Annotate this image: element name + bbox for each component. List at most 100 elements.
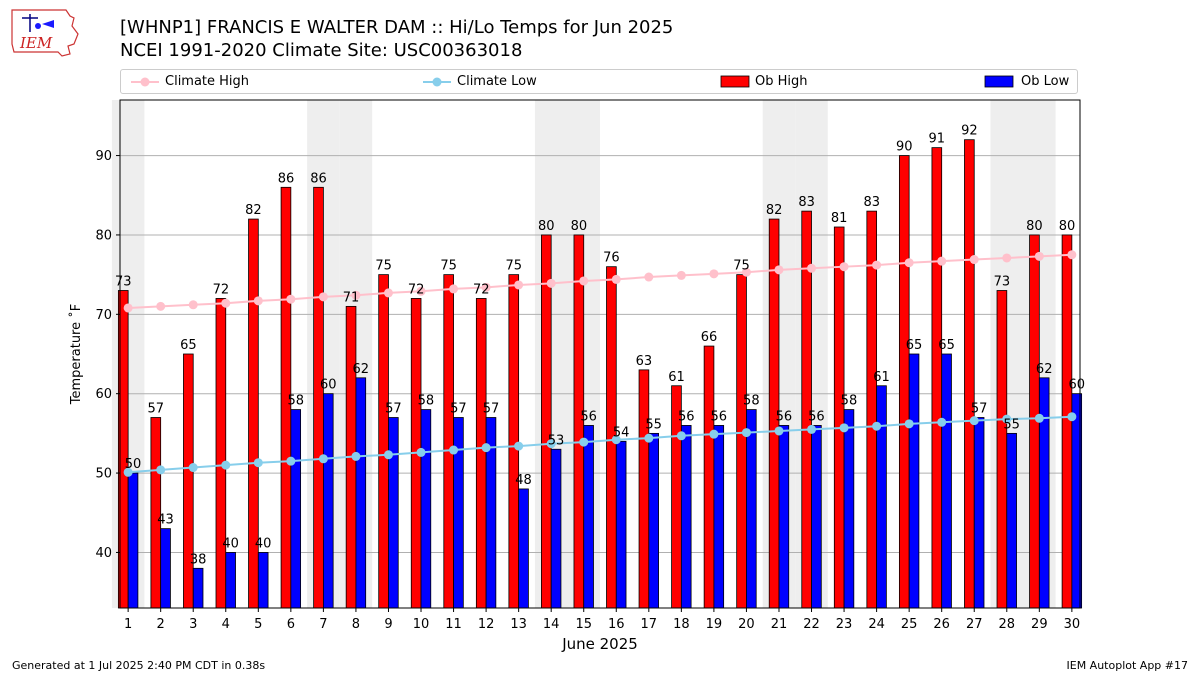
- climate-low-point-2: [156, 465, 166, 475]
- x-tick-label-20: 20: [738, 617, 755, 632]
- bar-ob-high-11: [443, 274, 454, 609]
- bar-ob-low-10: [420, 409, 432, 609]
- bar-ob-high-12: [475, 298, 487, 609]
- climate-low-point-12: [481, 443, 491, 453]
- label-ob-low-1: 50: [125, 457, 142, 472]
- x-tick-label-27: 27: [966, 617, 983, 632]
- bar-ob-low-9: [388, 417, 399, 609]
- label-ob-high-3: 65: [180, 338, 197, 353]
- bar-ob-low-3: [192, 567, 204, 609]
- label-ob-high-26: 91: [929, 132, 946, 147]
- bar-ob-high-24: [866, 210, 878, 609]
- climate-low-point-17: [644, 433, 654, 443]
- climate-low-point-9: [383, 450, 393, 460]
- climate-high-point-12: [481, 282, 491, 292]
- climate-low-point-8: [351, 451, 361, 461]
- bar-ob-high-29: [1029, 234, 1040, 609]
- climate-high-point-4: [221, 298, 231, 308]
- climate-low-line: [128, 415, 1072, 474]
- bar-ob-high-10: [410, 298, 422, 609]
- legend-label-ob-low: Ob Low: [1021, 74, 1070, 89]
- bar-ob-high-23: [833, 226, 845, 609]
- x-tick-label-5: 5: [254, 617, 262, 632]
- weekend-shade-21: [762, 100, 796, 608]
- y-tick-label-70: 70: [95, 308, 112, 323]
- label-ob-low-8: 62: [353, 362, 370, 377]
- x-tick-label-8: 8: [352, 617, 360, 632]
- label-ob-high-7: 86: [310, 171, 327, 186]
- climate-high-point-19: [709, 269, 719, 279]
- x-tick-label-3: 3: [189, 617, 197, 632]
- x-tick-label-21: 21: [771, 617, 788, 632]
- climate-high-point-28: [1002, 253, 1012, 263]
- label-ob-low-24: 61: [873, 370, 890, 385]
- bar-ob-low-14: [550, 448, 562, 609]
- weekend-shade-28: [990, 100, 1024, 608]
- bar-ob-high-1: [117, 290, 129, 609]
- label-ob-high-9: 75: [375, 259, 392, 274]
- x-tick-label-13: 13: [510, 617, 527, 632]
- legend-item-climate-high: Climate High: [129, 73, 299, 91]
- climate-high-point-8: [351, 290, 361, 300]
- weekend-shade-1: [111, 100, 145, 608]
- climate-low-point-18: [676, 431, 686, 441]
- x-tick-label-14: 14: [543, 617, 560, 632]
- bar-ob-low-19: [713, 425, 725, 609]
- label-ob-low-5: 40: [255, 536, 272, 551]
- x-tick-label-30: 30: [1064, 617, 1081, 632]
- svg-text:IEM: IEM: [19, 34, 53, 52]
- bar-ob-high-5: [248, 218, 259, 609]
- bar-ob-high-22: [801, 210, 812, 609]
- x-tick-label-16: 16: [608, 617, 625, 632]
- climate-high-point-10: [416, 286, 426, 296]
- label-ob-low-6: 58: [287, 394, 304, 409]
- weekend-shade-7: [307, 100, 340, 608]
- x-tick-label-9: 9: [384, 617, 392, 632]
- climate-high-point-16: [611, 274, 621, 284]
- climate-low-point-15: [579, 437, 589, 447]
- label-ob-low-12: 57: [483, 402, 500, 417]
- bar-ob-low-7: [322, 393, 334, 609]
- climate-low-point-4: [221, 460, 231, 470]
- x-tick-label-18: 18: [673, 617, 690, 632]
- climate-high-line: [128, 253, 1072, 309]
- y-tick-label-60: 60: [95, 387, 112, 402]
- climate-high-point-25: [904, 258, 914, 268]
- label-ob-high-12: 72: [473, 282, 490, 297]
- climate-low-point-5: [253, 458, 263, 468]
- label-ob-high-28: 73: [994, 275, 1011, 290]
- climate-low-point-1: [123, 467, 133, 477]
- climate-low-point-29: [1034, 413, 1044, 423]
- climate-high-point-24: [872, 260, 882, 270]
- bar-ob-low-24: [876, 385, 887, 609]
- climate-low-point-19: [709, 429, 719, 439]
- bar-ob-high-13: [508, 274, 520, 609]
- legend-item-ob-low: Ob Low: [983, 73, 1075, 91]
- climate-low-point-25: [904, 419, 914, 429]
- climate-high-point-23: [839, 262, 849, 272]
- climate-high-point-27: [969, 255, 979, 265]
- bar-ob-high-6: [280, 186, 292, 609]
- bar-ob-high-4: [215, 298, 227, 609]
- label-ob-low-2: 43: [157, 513, 174, 528]
- y-tick-label-40: 40: [95, 546, 112, 561]
- climate-low-point-26: [937, 417, 947, 427]
- climate-high-point-22: [807, 263, 817, 273]
- label-ob-low-3: 38: [190, 552, 207, 567]
- bar-ob-low-15: [583, 425, 594, 609]
- legend-swatch-climate-low: [423, 77, 451, 87]
- label-ob-high-15: 80: [571, 219, 588, 234]
- x-tick-label-2: 2: [157, 617, 165, 632]
- x-tick-label-15: 15: [575, 617, 592, 632]
- bar-ob-low-29: [1038, 377, 1050, 609]
- label-ob-high-6: 86: [278, 171, 295, 186]
- label-ob-low-13: 48: [515, 473, 532, 488]
- x-tick-label-11: 11: [445, 617, 462, 632]
- bar-ob-high-26: [931, 147, 943, 609]
- x-tick-label-12: 12: [478, 617, 495, 632]
- climate-high-point-7: [318, 292, 328, 302]
- bar-ob-low-4: [225, 552, 236, 609]
- label-ob-high-11: 75: [440, 259, 457, 274]
- label-ob-high-13: 75: [505, 259, 522, 274]
